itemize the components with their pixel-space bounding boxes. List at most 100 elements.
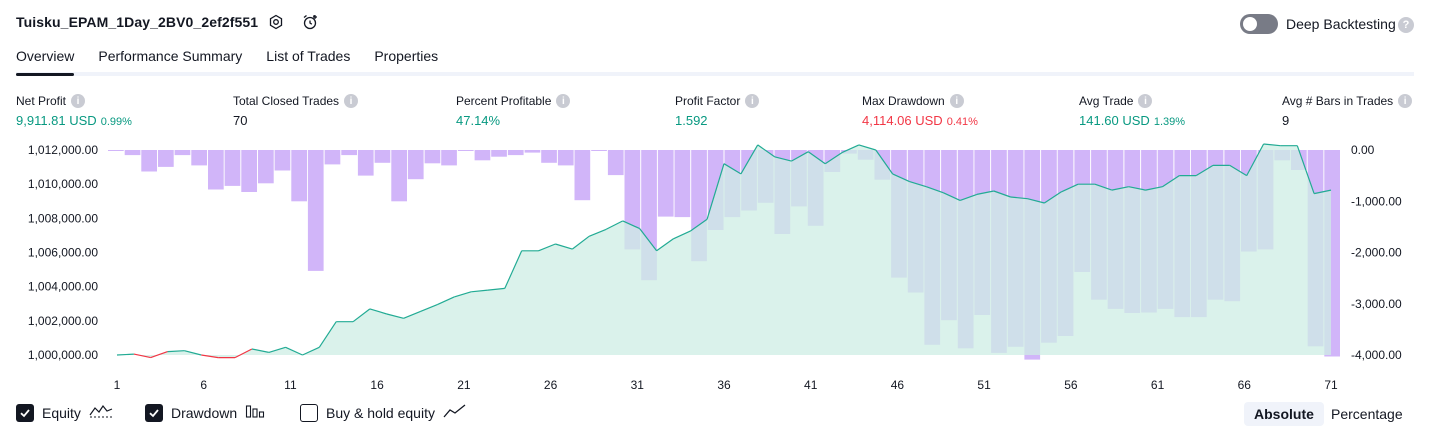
left-axis-tick: 1,004,000.00 xyxy=(28,280,98,294)
equity-line-segment xyxy=(471,289,488,293)
drawdown-bar xyxy=(374,150,391,163)
metric-profit-factor: Profit Factor i 1.592 xyxy=(675,94,760,128)
equity-drawdown-chart[interactable]: 1,012,000.00 1,010,000.00 1,008,000.00 1,00… xyxy=(0,140,1431,396)
equity-line-segment xyxy=(504,250,523,289)
equity-line-segment xyxy=(1229,164,1248,177)
right-axis-tick: -3,000.00 xyxy=(1351,297,1402,311)
equity-line-segment xyxy=(639,228,658,252)
equity-area-icon xyxy=(89,403,113,422)
x-axis-tick: 16 xyxy=(370,378,384,392)
drawdown-checkbox[interactable] xyxy=(145,403,163,422)
left-axis-tick: 1,000,000.00 xyxy=(28,348,98,362)
metric-percent-profitable: Percent Profitable i 47.14% xyxy=(456,94,571,128)
x-axis-tick: 6 xyxy=(200,378,207,392)
equity-line-segment xyxy=(352,308,371,323)
equity-checkbox[interactable] xyxy=(16,403,34,422)
metric-label: Avg Trade xyxy=(1079,94,1134,108)
x-axis-tick: 1 xyxy=(114,378,121,392)
equity-line-segment xyxy=(1111,186,1129,191)
info-icon[interactable]: i xyxy=(745,94,760,108)
equity-line-segment xyxy=(285,346,303,356)
tab-properties[interactable]: Properties xyxy=(374,48,439,64)
equity-line-segment xyxy=(588,228,607,237)
equity-line-segment xyxy=(689,218,708,232)
equity-line-segment xyxy=(318,321,337,348)
metric-label: Total Closed Trades xyxy=(233,94,340,108)
tab-list-of-trades[interactable]: List of Trades xyxy=(266,48,351,64)
info-icon[interactable]: i xyxy=(344,94,359,108)
x-axis-tick: 51 xyxy=(977,378,991,392)
add-alert-icon[interactable] xyxy=(300,12,320,32)
x-axis-tick: 56 xyxy=(1064,378,1078,392)
legend-drawdown[interactable]: Drawdown xyxy=(145,403,265,422)
drawdown-bar xyxy=(208,150,224,190)
metric-net-profit: Net Profit i 9,911.81 USD 0.99% xyxy=(16,94,132,128)
drawdown-bar xyxy=(174,150,191,156)
settings-icon[interactable] xyxy=(266,12,286,32)
drawdown-bar xyxy=(158,150,174,167)
tabs-divider xyxy=(16,72,1414,76)
x-axis-tick: 31 xyxy=(631,378,645,392)
info-icon[interactable]: i xyxy=(1398,94,1413,108)
equity-line-segment xyxy=(909,181,927,188)
percentage-button[interactable]: Percentage xyxy=(1331,406,1403,422)
equity-line-segment xyxy=(1094,183,1112,191)
metric-value: 141.60 USD xyxy=(1079,113,1150,128)
drawdown-bar xyxy=(407,150,424,180)
metric-label: Net Profit xyxy=(16,94,67,108)
help-icon[interactable]: ? xyxy=(1398,17,1414,33)
metric-label: Avg # Bars in Trades xyxy=(1282,94,1394,108)
equity-line-segment xyxy=(875,149,894,175)
equity-line-segment xyxy=(571,235,590,250)
x-axis-tick: 41 xyxy=(804,378,818,392)
info-icon[interactable]: i xyxy=(556,94,571,108)
drawdown-bars-icon xyxy=(245,403,265,422)
drawdown-bar xyxy=(141,150,157,172)
drawdown-bar xyxy=(241,150,257,192)
equity-line-segment xyxy=(926,186,944,194)
metric-value: 1.592 xyxy=(675,113,708,128)
drawdown-bar xyxy=(307,150,324,271)
metric-percent: 0.41% xyxy=(946,116,978,128)
drawdown-bar xyxy=(341,150,357,156)
legend-buy-hold[interactable]: Buy & hold equity xyxy=(300,403,467,422)
drawdown-bar xyxy=(507,150,524,156)
drawdown-bar xyxy=(607,150,624,176)
metric-value: 70 xyxy=(233,113,248,128)
equity-line-segment xyxy=(201,354,219,359)
strategy-title: Tuisku_EPAM_1Day_2BV0_2ef2f551 xyxy=(16,14,259,30)
equity-line-segment xyxy=(807,151,826,165)
equity-line-segment xyxy=(706,163,725,220)
equity-line-segment xyxy=(774,156,792,162)
info-icon[interactable]: i xyxy=(949,94,964,108)
equity-line-segment xyxy=(454,291,472,298)
equity-line-segment xyxy=(116,353,134,356)
x-axis-tick: 11 xyxy=(284,378,297,392)
equity-line-segment xyxy=(302,346,320,356)
equity-line-segment xyxy=(942,192,961,201)
tab-performance-summary[interactable]: Performance Summary xyxy=(98,48,243,64)
equity-line-segment xyxy=(791,151,809,162)
left-axis-tick: 1,006,000.00 xyxy=(28,246,98,260)
right-axis-tick: -4,000.00 xyxy=(1351,348,1402,362)
x-axis-tick: 21 xyxy=(457,378,471,392)
right-axis-tick: -1,000.00 xyxy=(1351,194,1402,208)
drawdown-bar xyxy=(108,150,124,151)
tab-overview[interactable]: Overview xyxy=(16,48,75,76)
legend-equity[interactable]: Equity xyxy=(16,403,113,422)
equity-line-segment xyxy=(133,353,151,359)
equity-line-segment xyxy=(234,348,253,359)
right-axis-tick: 0.00 xyxy=(1351,143,1375,157)
absolute-button[interactable]: Absolute xyxy=(1244,402,1324,426)
equity-line-segment xyxy=(1044,191,1062,204)
metric-avg-bars: Avg # Bars in Trades i 9 xyxy=(1282,94,1413,128)
buy-hold-checkbox[interactable] xyxy=(300,403,318,422)
info-icon[interactable]: i xyxy=(1138,94,1153,108)
equity-line-segment xyxy=(1027,198,1045,204)
x-axis-tick: 46 xyxy=(891,378,905,392)
drawdown-bar xyxy=(591,150,607,151)
x-axis-tick: 71 xyxy=(1324,378,1338,392)
info-icon[interactable]: i xyxy=(71,94,86,108)
left-axis-tick: 1,008,000.00 xyxy=(28,211,98,225)
deep-backtesting-toggle[interactable] xyxy=(1240,14,1278,34)
